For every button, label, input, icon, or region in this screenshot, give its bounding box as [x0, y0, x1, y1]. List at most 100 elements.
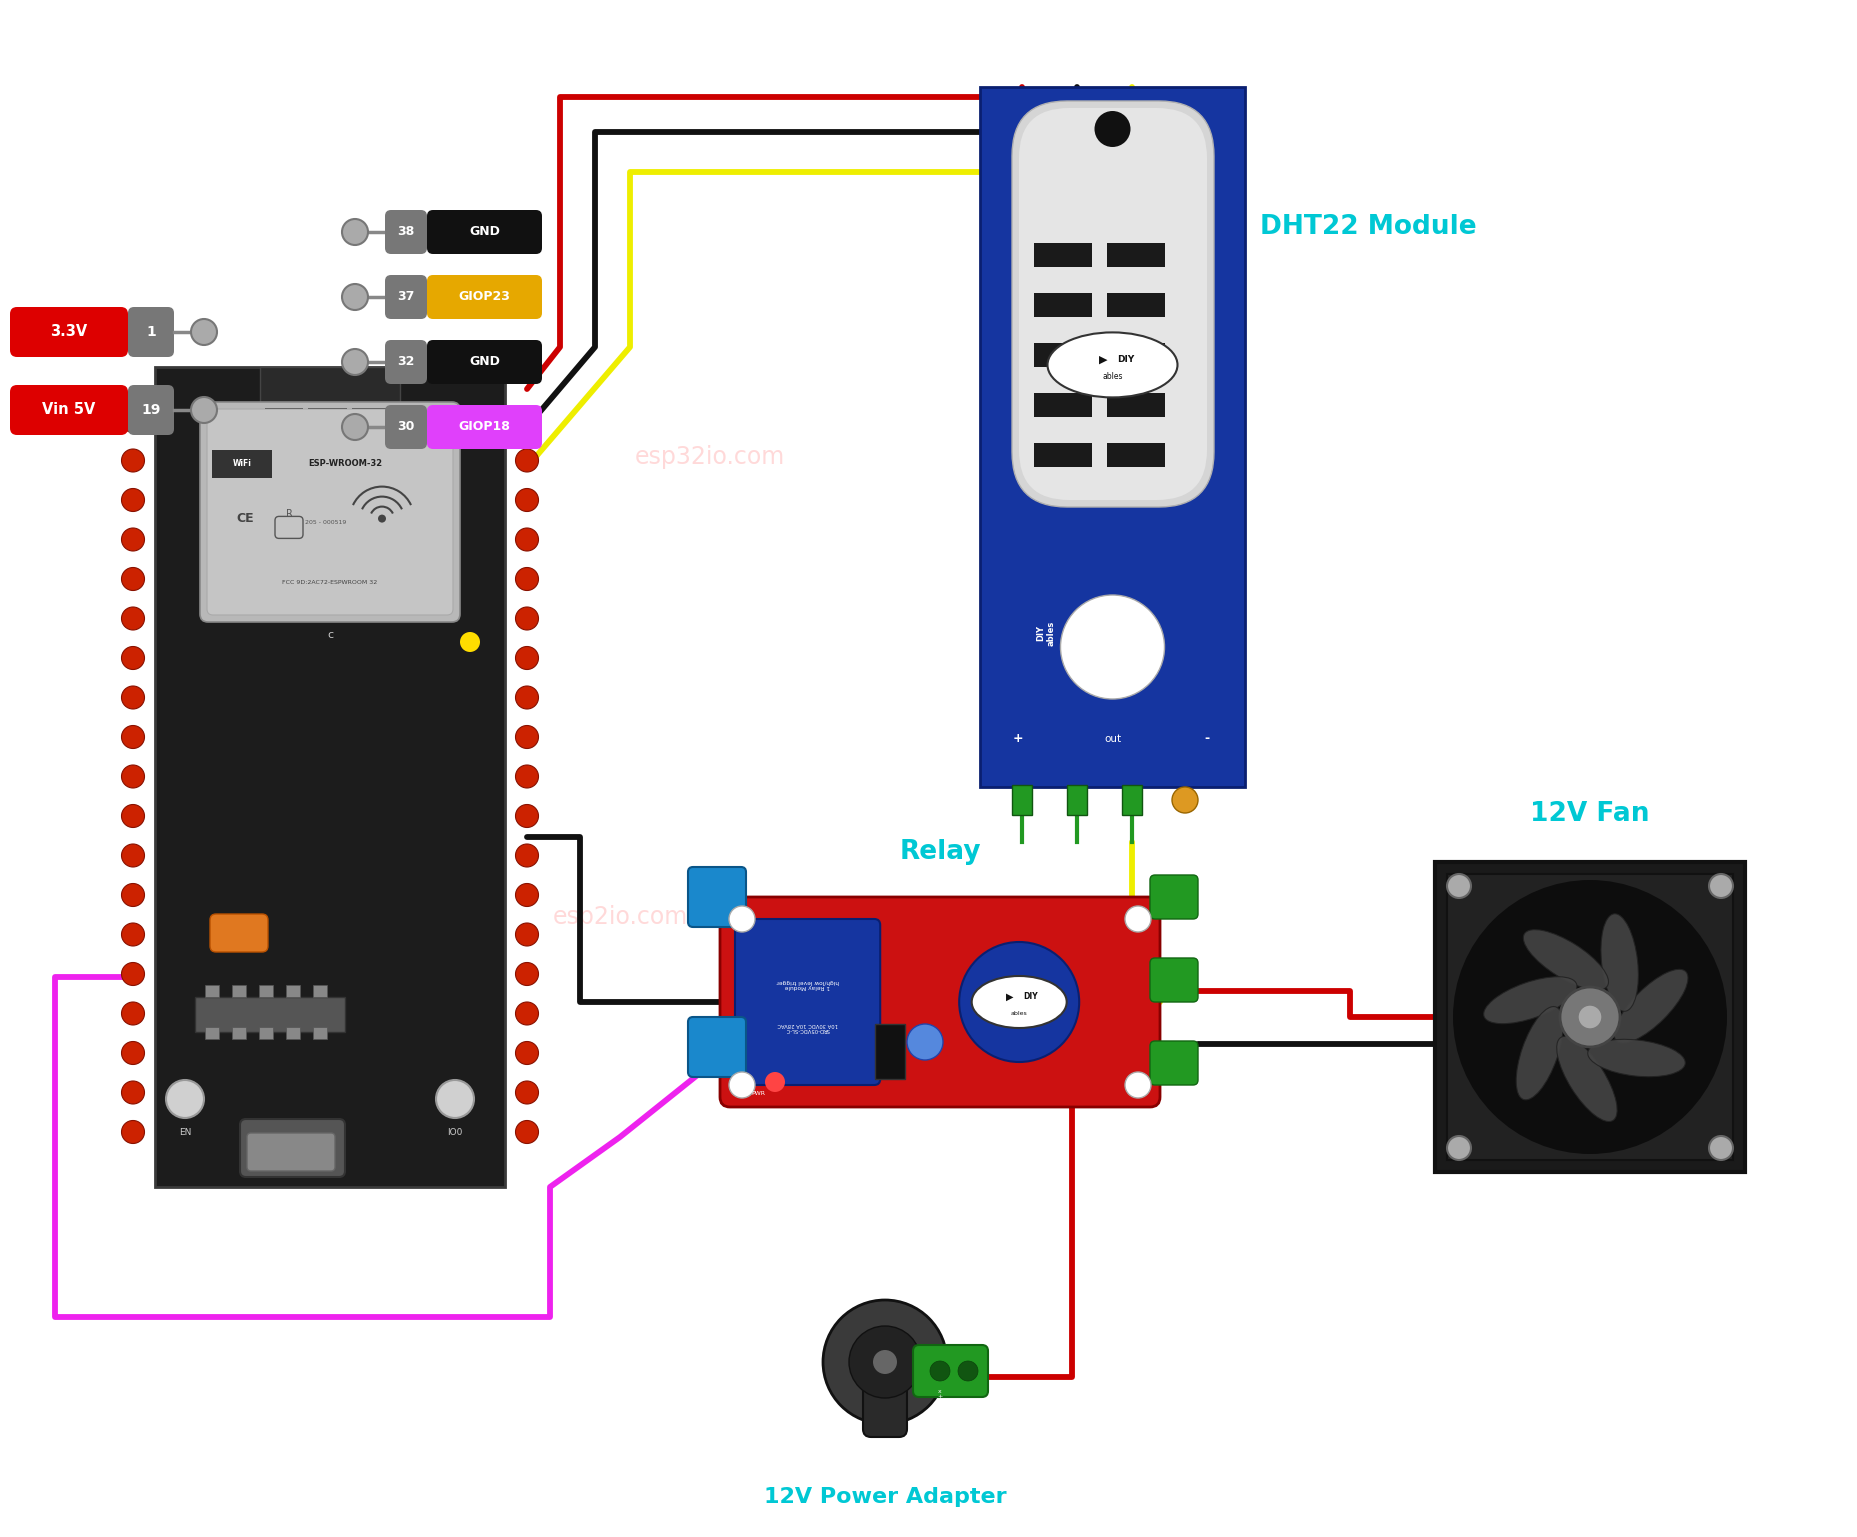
Text: esp32io.com: esp32io.com [635, 446, 786, 469]
FancyBboxPatch shape [9, 307, 128, 357]
Circle shape [514, 765, 539, 788]
FancyBboxPatch shape [1018, 108, 1207, 500]
Ellipse shape [1047, 332, 1177, 398]
Text: -: - [1203, 733, 1209, 745]
Circle shape [514, 607, 539, 630]
FancyBboxPatch shape [427, 211, 542, 254]
Text: 3.3V: 3.3V [50, 324, 87, 340]
Circle shape [514, 804, 539, 827]
Circle shape [121, 884, 145, 907]
Circle shape [1094, 111, 1129, 148]
Bar [232, 1027, 245, 1039]
Bar [260, 367, 399, 456]
Ellipse shape [1588, 1039, 1684, 1077]
FancyBboxPatch shape [384, 211, 427, 254]
Circle shape [728, 905, 754, 931]
FancyBboxPatch shape [1012, 101, 1213, 507]
FancyBboxPatch shape [384, 275, 427, 320]
FancyBboxPatch shape [384, 406, 427, 449]
Circle shape [514, 647, 539, 670]
Bar [204, 985, 219, 998]
FancyBboxPatch shape [128, 307, 175, 357]
Text: 37: 37 [397, 290, 414, 303]
Text: DIY
ables: DIY ables [1036, 621, 1055, 646]
Bar [154, 367, 505, 1187]
Circle shape [191, 397, 217, 423]
Circle shape [121, 409, 145, 432]
Circle shape [1172, 787, 1198, 813]
Ellipse shape [971, 976, 1066, 1028]
Bar [1034, 343, 1092, 367]
Circle shape [514, 924, 539, 945]
Text: +: + [1012, 733, 1023, 745]
FancyBboxPatch shape [1149, 875, 1198, 919]
Circle shape [1447, 875, 1471, 898]
Circle shape [436, 1081, 474, 1117]
Circle shape [121, 647, 145, 670]
Bar [1107, 294, 1164, 317]
Circle shape [121, 686, 145, 709]
Text: GND: GND [468, 226, 500, 238]
Circle shape [873, 1349, 897, 1374]
Circle shape [121, 804, 145, 827]
Text: GIOP23: GIOP23 [459, 290, 511, 303]
Circle shape [1708, 1136, 1733, 1160]
Text: ables: ables [1101, 372, 1122, 381]
Circle shape [823, 1300, 947, 1423]
Bar [258, 1027, 273, 1039]
Text: 12V Fan: 12V Fan [1530, 801, 1649, 827]
Bar [312, 985, 327, 998]
Ellipse shape [1523, 930, 1608, 990]
Circle shape [191, 320, 217, 344]
Text: GND: GND [468, 355, 500, 369]
Bar [312, 1027, 327, 1039]
Bar [308, 407, 347, 456]
Circle shape [514, 725, 539, 749]
FancyBboxPatch shape [687, 867, 747, 927]
Text: 205 - 000519: 205 - 000519 [305, 521, 345, 526]
Circle shape [377, 515, 386, 523]
Text: 30: 30 [397, 421, 414, 433]
Circle shape [342, 413, 368, 440]
Circle shape [121, 1002, 145, 1025]
Bar [195, 998, 345, 1031]
Bar [212, 450, 271, 478]
Text: PWR: PWR [750, 1091, 765, 1096]
Circle shape [1577, 1005, 1601, 1028]
Circle shape [849, 1326, 921, 1399]
Ellipse shape [1614, 970, 1686, 1044]
Circle shape [121, 1042, 145, 1065]
Bar [286, 1027, 299, 1039]
Circle shape [514, 1042, 539, 1065]
Circle shape [514, 567, 539, 590]
Bar [286, 985, 299, 998]
Text: 1: 1 [147, 324, 156, 340]
Circle shape [514, 1002, 539, 1025]
Bar [1122, 785, 1142, 815]
Circle shape [1452, 881, 1725, 1154]
Circle shape [1123, 1071, 1149, 1097]
Circle shape [514, 844, 539, 867]
FancyBboxPatch shape [1149, 1041, 1198, 1085]
Circle shape [514, 962, 539, 985]
Circle shape [121, 1120, 145, 1144]
FancyBboxPatch shape [128, 384, 175, 435]
Circle shape [121, 924, 145, 945]
FancyBboxPatch shape [1149, 958, 1198, 1002]
FancyBboxPatch shape [721, 898, 1159, 1107]
FancyBboxPatch shape [247, 1133, 334, 1171]
Text: DIY: DIY [1116, 355, 1135, 364]
Text: c: c [327, 630, 332, 639]
Bar [1034, 243, 1092, 267]
Bar [204, 1027, 219, 1039]
Ellipse shape [1484, 976, 1577, 1024]
Circle shape [461, 632, 479, 652]
Text: EN: EN [178, 1128, 191, 1137]
Circle shape [121, 1081, 145, 1104]
Circle shape [1560, 987, 1619, 1047]
FancyBboxPatch shape [427, 275, 542, 320]
Circle shape [121, 844, 145, 867]
Bar [1034, 443, 1092, 467]
Text: 1 Relay Module
high/low level trigger: 1 Relay Module high/low level trigger [776, 979, 838, 990]
Circle shape [514, 489, 539, 512]
